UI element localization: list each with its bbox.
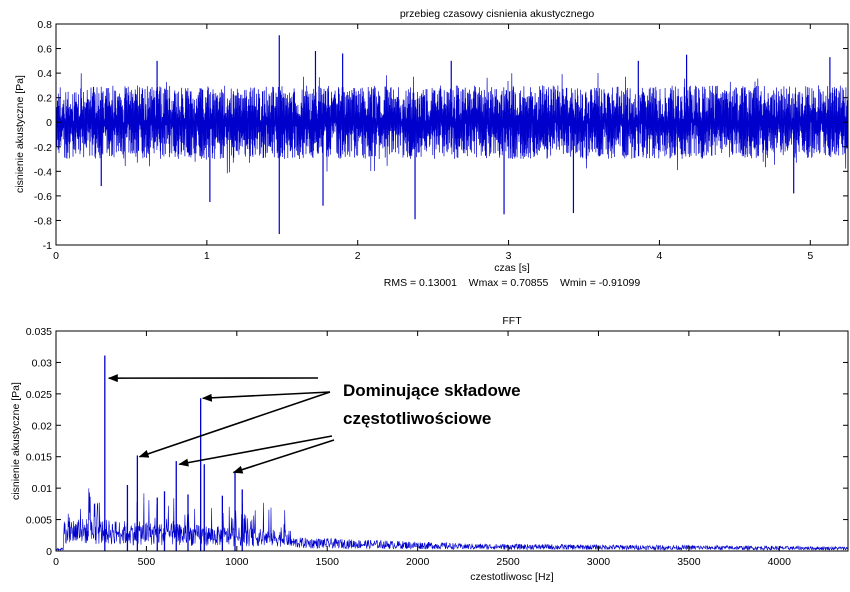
time-ytick-label: -1 bbox=[43, 240, 52, 252]
fft-xlabel: czestotliwosc [Hz] bbox=[470, 571, 554, 583]
time-ytick-label: -0.8 bbox=[34, 215, 52, 227]
time-xtick-label: 3 bbox=[506, 250, 512, 262]
annotation-line-2: częstotliwościowe bbox=[343, 409, 491, 428]
fft-xtick-label: 4000 bbox=[768, 556, 792, 568]
time-axes: 0 1 2 3 4 5 -1 -0.8 -0.6 -0.4 -0.2 0 0.2 0.4 0.6 0.8 bbox=[34, 19, 848, 262]
time-xtick-label: 1 bbox=[204, 250, 210, 262]
time-xtick-label: 2 bbox=[355, 250, 361, 262]
time-ytick-label: 0.4 bbox=[37, 68, 52, 80]
annotation-arrows bbox=[107, 374, 335, 474]
fft-xtick-label: 3500 bbox=[677, 556, 701, 568]
time-chart: przebieg czasowy cisnienia akustycznego … bbox=[14, 8, 849, 289]
fft-ytick-label: 0.01 bbox=[32, 483, 53, 495]
fft-ytick-label: 0.025 bbox=[26, 389, 52, 401]
fft-ytick-label: 0.02 bbox=[32, 420, 53, 432]
fft-xtick-label: 2000 bbox=[406, 556, 430, 568]
time-ytick-label: -0.4 bbox=[34, 166, 52, 178]
fft-plot-frame bbox=[55, 330, 849, 552]
time-xtick-label: 4 bbox=[657, 250, 663, 262]
fft-ytick-label: 0.03 bbox=[32, 357, 53, 369]
time-ytick-label: 0.8 bbox=[37, 19, 52, 31]
fft-series-line bbox=[55, 488, 849, 552]
fft-xtick-label: 0 bbox=[53, 556, 59, 568]
time-stats-text: RMS = 0.13001 Wmax = 0.70855 Wmin = -0.9… bbox=[384, 277, 641, 289]
annotation-arrow bbox=[201, 391, 331, 402]
fft-ylabel: cisnienie akustyczne [Pa] bbox=[10, 382, 22, 500]
time-ytick-label: -0.6 bbox=[34, 191, 52, 203]
fft-xtick-label: 1000 bbox=[225, 556, 249, 568]
time-plot-area bbox=[55, 35, 849, 235]
time-xlabel: czas [s] bbox=[494, 262, 530, 274]
time-ytick-label: 0 bbox=[46, 117, 52, 129]
fft-axes: 0 500 1000 1500 2000 2500 3000 3500 4000 0 0.005 0.… bbox=[26, 326, 848, 568]
time-xtick-label: 5 bbox=[807, 250, 813, 262]
time-xtick-label: 0 bbox=[53, 250, 59, 262]
fft-ytick-label: 0.035 bbox=[26, 326, 52, 338]
time-ytick-label: 0.6 bbox=[37, 44, 52, 56]
time-plot-frame bbox=[55, 23, 849, 246]
fft-ytick-label: 0.015 bbox=[26, 452, 52, 464]
time-series-line bbox=[55, 72, 849, 174]
fft-ytick-label: 0.005 bbox=[26, 515, 52, 527]
annotation-line-1: Dominujące składowe bbox=[343, 381, 521, 400]
time-ytick-label: 0.2 bbox=[37, 93, 52, 105]
fft-xtick-label: 500 bbox=[138, 556, 156, 568]
time-ylabel: cisnienie akustyczne [Pa] bbox=[14, 75, 26, 193]
fft-xtick-label: 1500 bbox=[316, 556, 340, 568]
fft-xtick-label: 3000 bbox=[587, 556, 611, 568]
fft-chart-title: FFT bbox=[502, 315, 522, 327]
fft-chart: FFT 0 500 1000 1500 2000 2500 3000 3500 4000 0 0.0… bbox=[10, 315, 849, 583]
fft-xtick-label: 2500 bbox=[496, 556, 520, 568]
annotation: Dominujące składowe częstotliwościowe bbox=[107, 374, 521, 474]
time-ytick-label: -0.2 bbox=[34, 142, 52, 154]
annotation-arrow bbox=[178, 435, 333, 467]
time-chart-title: przebieg czasowy cisnienia akustycznego bbox=[400, 8, 595, 20]
fft-ytick-label: 0 bbox=[46, 546, 52, 558]
fft-plot-area bbox=[55, 355, 849, 552]
annotation-arrow bbox=[232, 439, 335, 474]
annotation-arrow bbox=[138, 391, 331, 458]
